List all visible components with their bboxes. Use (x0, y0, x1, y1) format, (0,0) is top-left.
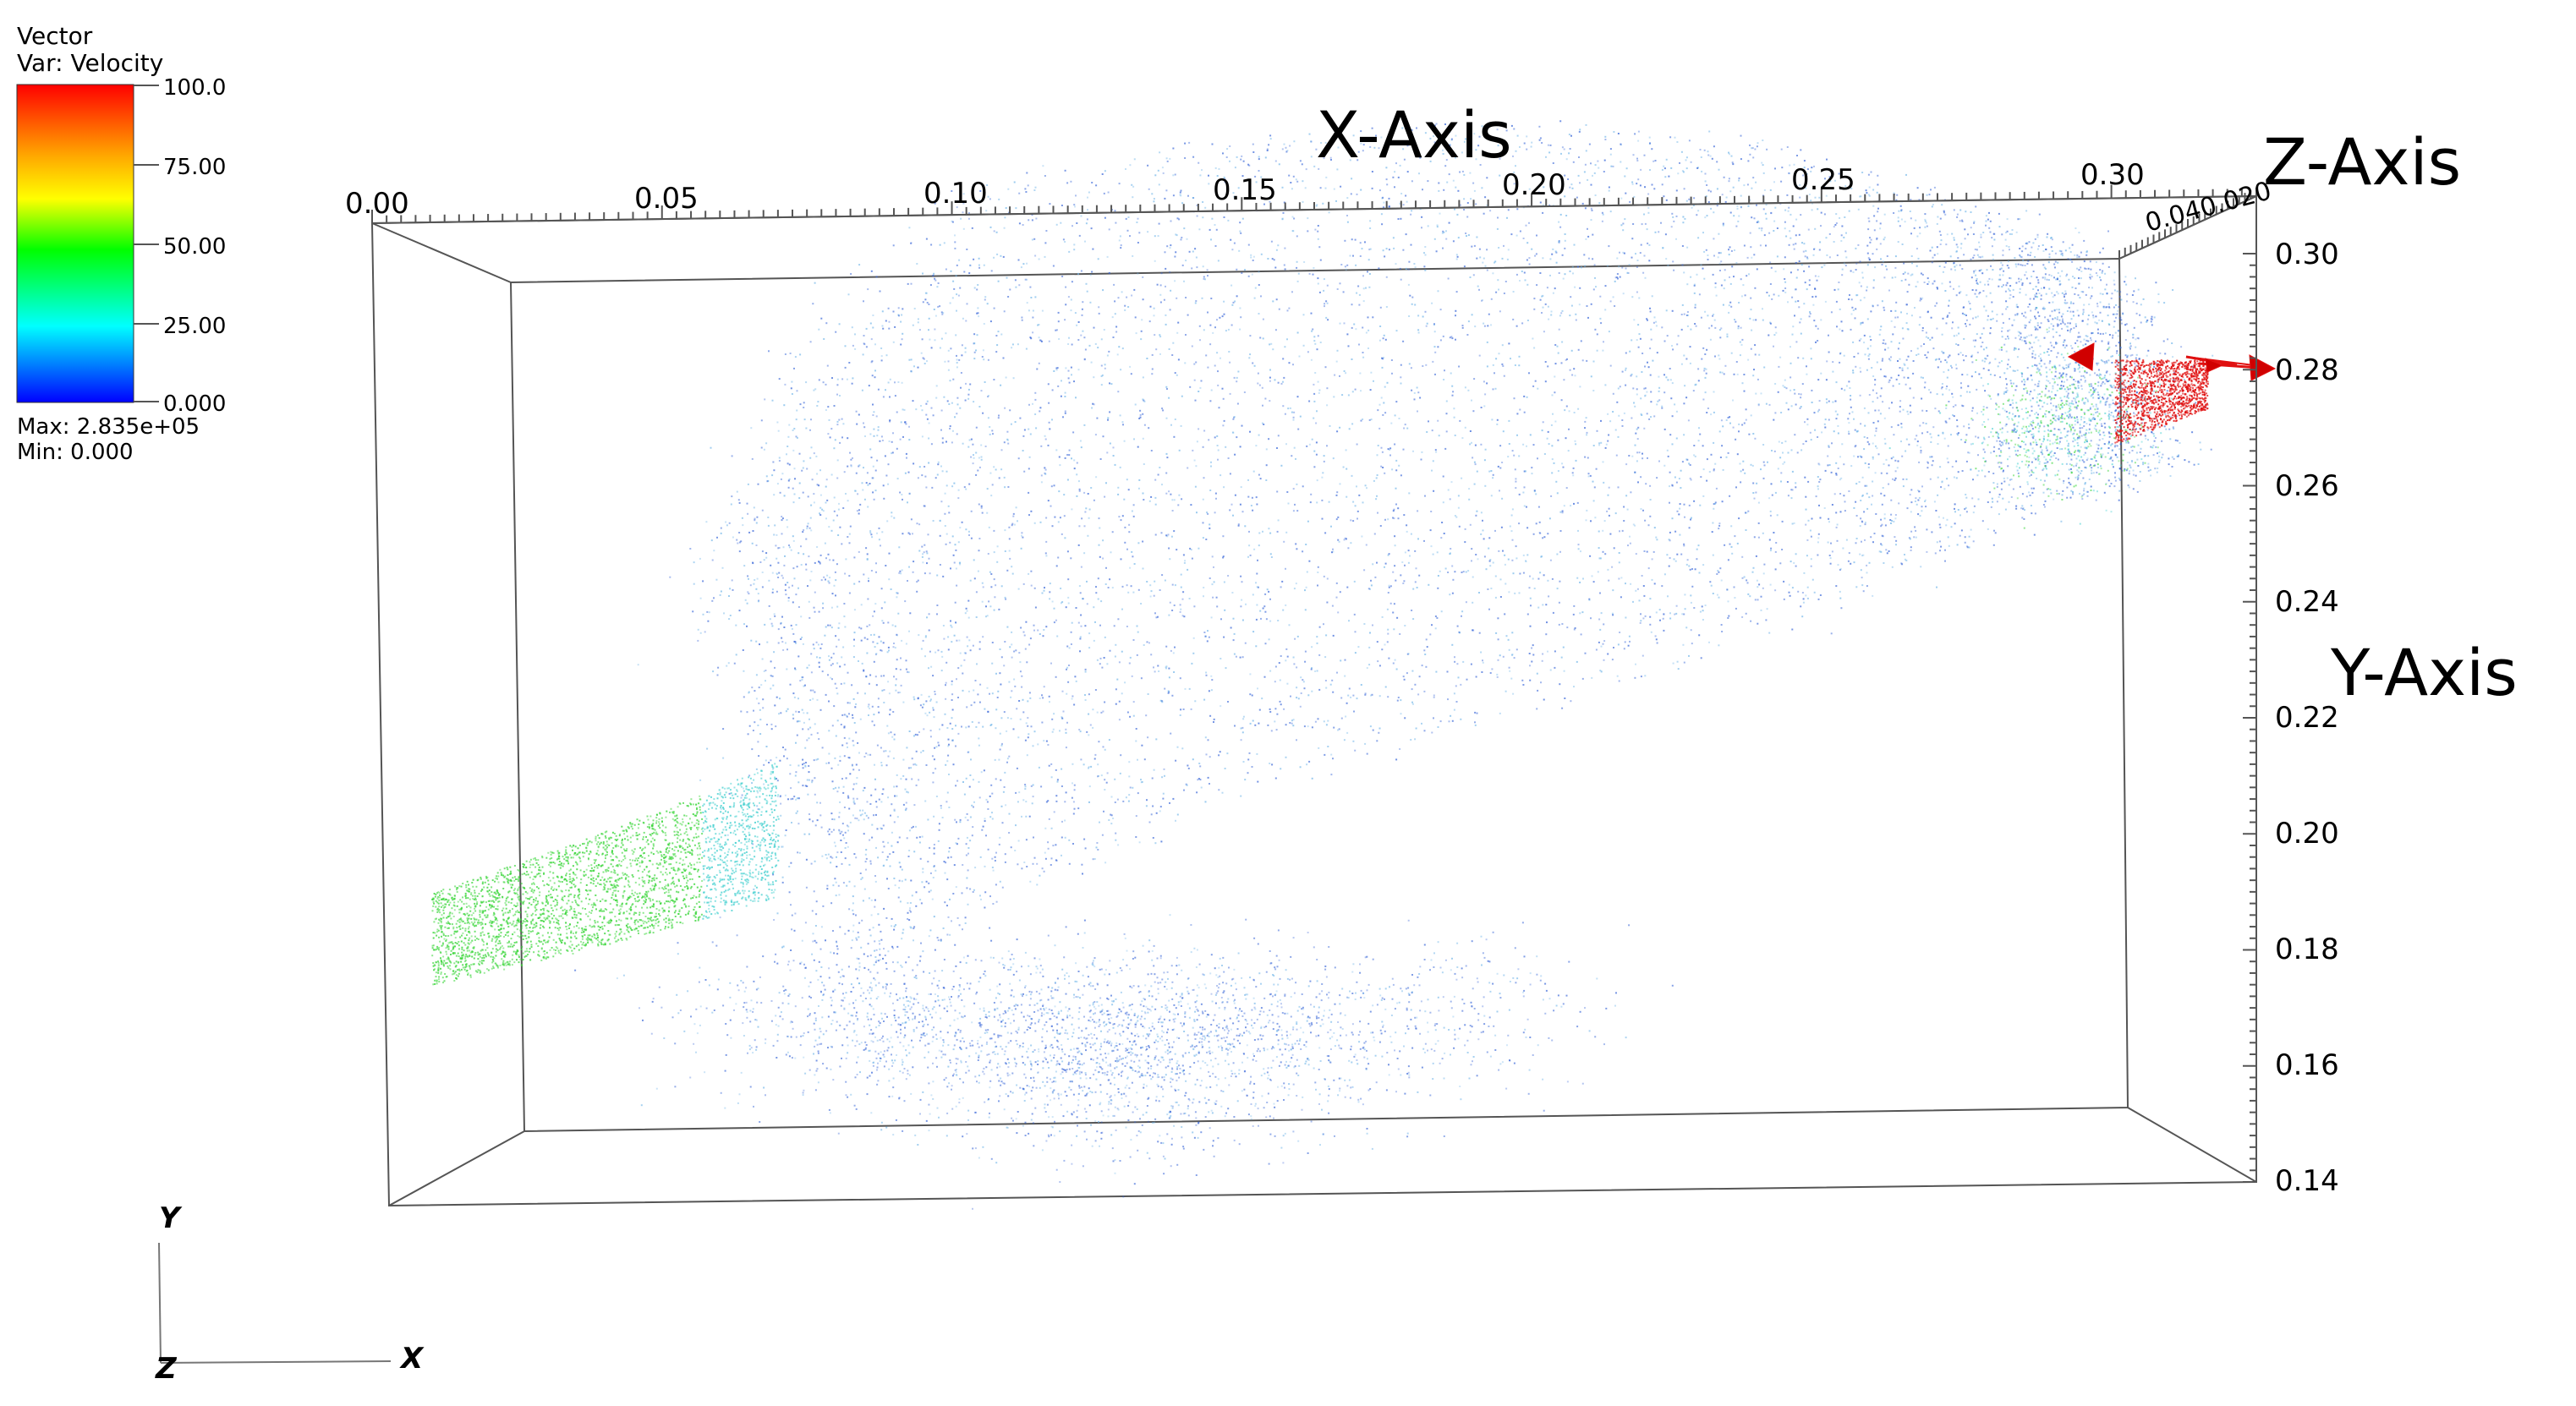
y-tick-label: 0.20 (2275, 817, 2339, 851)
x-tick-label: 0.30 (2080, 158, 2145, 192)
bounding-box-edge (389, 1131, 524, 1206)
y-axis-minor-ticks (2243, 254, 2256, 1182)
z-tick-label: 0.040.020 (2142, 176, 2275, 238)
y-tick-label: 0.30 (2275, 238, 2339, 271)
x-tick-label: 0.05 (634, 182, 699, 216)
legend-min-label: Min: 0.000 (17, 440, 134, 465)
particle-cloud (431, 120, 2213, 1210)
bounding-box-front-face (372, 196, 2256, 1206)
y-axis-title: Y-Axis (2330, 635, 2518, 710)
legend-tick-label: 100.0 (163, 75, 226, 101)
legend-tick-label: 0.000 (163, 391, 226, 417)
legend-max-label: Max: 2.835e+05 (17, 414, 200, 440)
x-axis-title: X-Axis (1316, 97, 1512, 172)
bounding-box (372, 196, 2256, 1206)
x-tick-label: 0.15 (1213, 173, 1277, 207)
legend-tick-marks (134, 85, 159, 402)
triad-x-label: X (399, 1342, 425, 1376)
y-tick-label: 0.22 (2275, 701, 2339, 735)
x-tick-label: 0.00 (345, 187, 409, 221)
y-tick-label: 0.14 (2275, 1164, 2339, 1198)
triad-y-label: Y (159, 1201, 183, 1235)
y-tick-label: 0.28 (2275, 353, 2339, 387)
y-tick-label: 0.24 (2275, 585, 2339, 619)
y-axis: Y-Axis 0.30 0.28 0.26 0.24 0.22 0.20 0.1… (2243, 238, 2518, 1198)
x-tick-label: 0.10 (924, 177, 988, 211)
x-tick-label: 0.20 (1502, 168, 1566, 202)
orientation-triad: Y X Z (155, 1201, 425, 1386)
legend-colorbar (17, 85, 134, 402)
color-legend: Vector Var: Velocity 100.0 75.00 50.00 2… (17, 22, 226, 465)
triad-y-line (159, 1243, 161, 1363)
legend-variable: Var: Velocity (17, 49, 163, 77)
bounding-box-edge (372, 223, 511, 282)
triad-z-label: Z (155, 1352, 178, 1386)
y-tick-label: 0.16 (2275, 1048, 2339, 1082)
y-tick-label: 0.26 (2275, 469, 2339, 503)
y-tick-label: 0.18 (2275, 933, 2339, 966)
x-tick-label: 0.25 (1791, 163, 1855, 197)
legend-tick-label: 25.00 (163, 314, 226, 339)
legend-tick-label: 50.00 (163, 234, 226, 260)
z-axis-title: Z-Axis (2263, 124, 2461, 200)
legend-header: Vector (17, 22, 93, 50)
triad-x-line (161, 1361, 391, 1363)
bounding-box-edge (2128, 1108, 2256, 1182)
legend-tick-label: 75.00 (163, 155, 226, 180)
